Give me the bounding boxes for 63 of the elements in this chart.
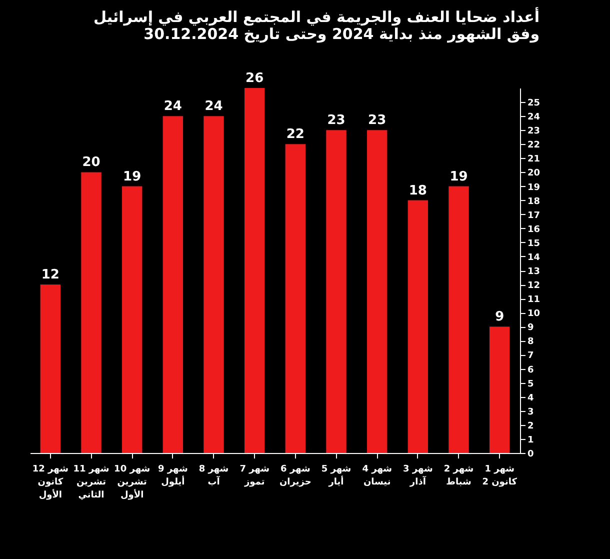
bar [448,186,469,453]
bar [366,130,388,453]
bar [122,186,142,453]
x-tick-label: شهر 5 أيار [321,464,352,488]
x-tick-label: شهر 3 آذار [403,464,433,488]
x-tick-label: شهر 1 كانون 2 [482,464,518,488]
data-label: 23 [327,113,346,128]
y-tick-label: 23 [528,126,540,137]
y-tick-label: 18 [528,196,540,207]
y-tick-label: 7 [528,351,534,362]
y-tick-label: 13 [528,267,540,277]
y-tick-label: 22 [528,140,540,151]
bar [204,116,224,453]
y-tick-label: 0 [528,450,534,460]
data-label: 19 [450,169,468,184]
y-tick-label: 10 [528,309,540,320]
y-tick-label: 25 [528,98,540,109]
x-tick-label: شهر 2 شباط [444,464,474,488]
y-tick-label: 14 [528,252,540,263]
x-tick-label: شهر 12 كانون الأول [32,464,69,500]
y-tick-label: 2 [528,421,534,432]
y-tick-label: 19 [528,182,540,193]
bar [40,284,61,453]
y-tick-label: 3 [528,407,534,418]
y-tick-label: 12 [528,281,540,292]
bar [326,130,346,453]
data-label: 22 [286,127,304,142]
bar [408,200,428,453]
data-label: 12 [41,268,60,283]
x-tick-label: شهر 10 تشرين الأول [114,464,150,500]
data-label: 23 [368,113,386,128]
data-label: 24 [164,99,182,114]
chart-title: أعداد ضحايا العنف والجريمة في المجتمع العربي في إسرائيل وفق الشهور منذ بداية 2024 وحتى تاريخ 30.12.2024 [93,7,540,43]
y-tick-label: 16 [528,224,540,235]
y-tick-label: 17 [528,210,540,221]
bar [162,116,184,453]
y-tick-label: 15 [528,238,540,249]
data-label: 9 [495,310,504,325]
y-tick-label: 5 [528,379,534,390]
x-tick-label: شهر 6 حزيران [279,464,312,488]
x-tick-label: شهر 7 تموز [240,464,270,488]
y-tick-label: 4 [528,393,534,404]
x-tick-label: شهر 11 تشرين الثاني [73,464,110,500]
x-tick-label: شهر 8 آب [198,464,229,488]
data-label: 18 [408,183,427,198]
x-tick-label: شهر 9 أيلول [158,464,188,488]
bar [489,326,510,453]
x-tick-label: شهر 4 نيسان [362,464,392,488]
y-tick-label: 21 [528,154,540,165]
y-tick-label: 1 [528,435,534,446]
bar [285,144,306,453]
data-label: 19 [123,169,142,184]
y-tick-label: 8 [528,337,534,348]
data-label: 26 [246,71,264,86]
y-tick-label: 6 [528,365,534,376]
y-tick-label: 11 [528,295,540,306]
data-label: 20 [82,155,100,170]
y-tick-label: 9 [528,323,534,334]
y-tick-label: 24 [528,112,540,123]
y-tick-label: 20 [528,168,540,179]
data-label: 24 [204,99,223,114]
bar [244,88,265,453]
bar [81,172,102,453]
